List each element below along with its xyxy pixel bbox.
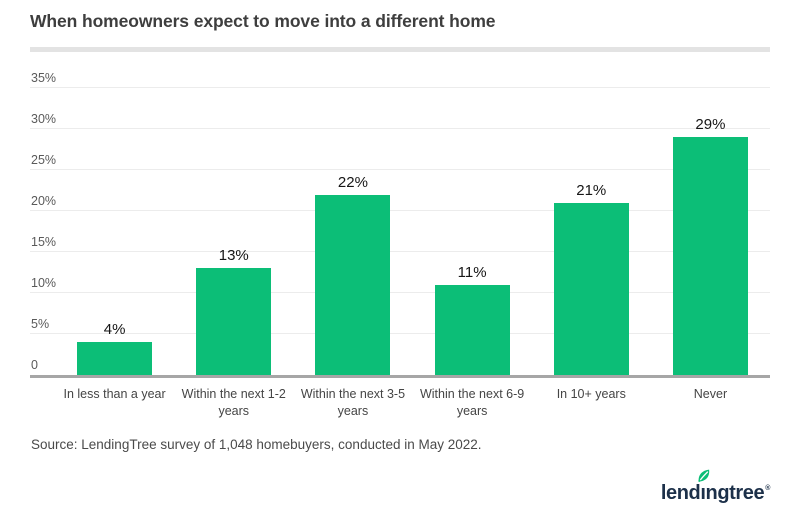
x-axis-line bbox=[30, 375, 770, 378]
bar bbox=[434, 284, 510, 375]
gridline bbox=[30, 128, 770, 129]
x-axis-labels: In less than a year Within the next 1-2 y… bbox=[55, 386, 770, 420]
bar-column: 13% bbox=[174, 88, 293, 375]
lendingtree-logo: lend ıngtree® bbox=[660, 466, 770, 506]
bar-value-label: 21% bbox=[576, 181, 607, 199]
bar bbox=[315, 194, 391, 375]
y-tick-label: 35% bbox=[31, 70, 57, 85]
logo-text: lend ıngtree® bbox=[660, 469, 770, 504]
x-axis-label: Within the next 6-9 years bbox=[419, 387, 525, 418]
bar bbox=[672, 137, 748, 375]
gridline bbox=[30, 87, 770, 88]
gridline bbox=[30, 333, 770, 334]
y-tick-label: 30% bbox=[31, 111, 57, 126]
y-tick-label: 20% bbox=[31, 193, 57, 208]
x-axis-label: In less than a year bbox=[63, 387, 166, 401]
y-tick-label: 25% bbox=[31, 152, 57, 167]
y-tick-label: 15% bbox=[31, 234, 57, 249]
logo-text-before: lend bbox=[660, 482, 701, 504]
bar-value-label: 11% bbox=[457, 263, 487, 281]
bar-column: 4% bbox=[55, 88, 174, 375]
registered-mark: ® bbox=[765, 485, 770, 492]
y-tick-label: 0 bbox=[31, 357, 38, 372]
x-axis-label: Within the next 1-2 years bbox=[181, 387, 286, 418]
title-divider bbox=[30, 47, 770, 52]
x-axis-label: Never bbox=[693, 387, 728, 401]
logo-text-after: ngtree bbox=[705, 482, 765, 504]
bar bbox=[196, 268, 272, 375]
bar-column: 22% bbox=[293, 88, 412, 375]
bar-value-label: 29% bbox=[695, 116, 726, 134]
bar bbox=[553, 202, 629, 375]
bars-row: 4% 13% 22% 11% 21% 29% bbox=[55, 88, 770, 375]
bar bbox=[77, 342, 153, 375]
logo-dotless-i: ı bbox=[700, 482, 706, 504]
x-axis-label: Within the next 3-5 years bbox=[300, 387, 406, 418]
x-axis-label: In 10+ years bbox=[556, 387, 626, 401]
chart-title: When homeowners expect to move into a di… bbox=[30, 11, 496, 31]
gridline bbox=[30, 251, 770, 252]
bar-value-label: 4% bbox=[103, 321, 126, 339]
bar-column: 29% bbox=[651, 88, 770, 375]
bar-value-label: 22% bbox=[337, 173, 368, 191]
leaf-icon bbox=[695, 467, 712, 483]
bar-value-label: 13% bbox=[218, 247, 249, 265]
source-note: Source: LendingTree survey of 1,048 home… bbox=[31, 437, 482, 452]
gridline bbox=[30, 210, 770, 211]
gridline bbox=[30, 169, 770, 170]
y-tick-label: 10% bbox=[31, 275, 57, 290]
bar-column: 11% bbox=[413, 88, 532, 375]
plot-area: 0 5% 10% 15% 20% 25% 30% 35% 4% 13% 22% 11% 21% 29% … bbox=[30, 71, 770, 418]
y-tick-label: 5% bbox=[31, 316, 50, 331]
gridline bbox=[30, 292, 770, 293]
bar-column: 21% bbox=[532, 88, 651, 375]
